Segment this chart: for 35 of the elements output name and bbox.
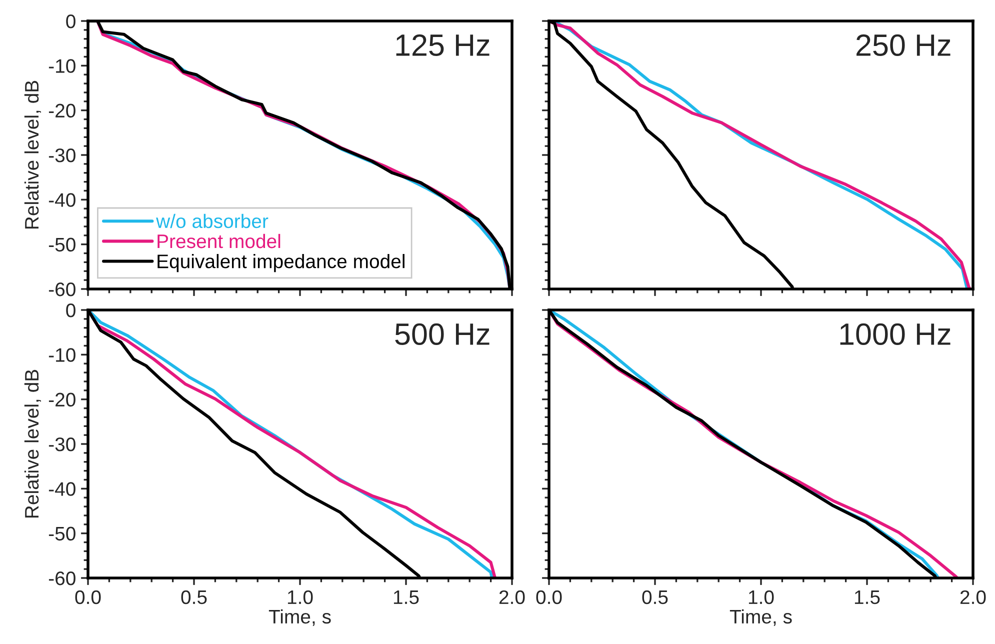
y-tick-label: -10 bbox=[48, 59, 76, 73]
y-tick-label: -20 bbox=[48, 392, 76, 407]
annotation: 125 Hz bbox=[396, 34, 490, 56]
x-tick-label: 1.5 bbox=[394, 590, 419, 604]
x-axis-title: Time, s bbox=[730, 609, 792, 626]
annotation: 250 Hz bbox=[856, 34, 950, 56]
y-tick-label: -60 bbox=[48, 282, 76, 296]
legend-label: w/o absorber bbox=[156, 214, 268, 228]
x-tick-label: 1.0 bbox=[748, 590, 774, 604]
legend-label: Present model bbox=[158, 234, 280, 248]
x-tick-label: 0.5 bbox=[642, 590, 668, 604]
x-tick-label: 1.5 bbox=[854, 590, 880, 604]
annotation: 500 Hz bbox=[395, 323, 490, 345]
y-tick-label: -40 bbox=[48, 482, 76, 496]
y-axis-title: Relative level, dB bbox=[24, 80, 41, 229]
y-axis-title: Relative level, dB bbox=[24, 370, 41, 518]
x-tick-label: 2.0 bbox=[499, 590, 525, 604]
y-tick-label: 0 bbox=[66, 303, 76, 318]
y-tick-label: -60 bbox=[48, 571, 76, 586]
x-tick-label: 0.0 bbox=[75, 590, 101, 604]
legend-label: Equivalent impedance model bbox=[158, 254, 404, 272]
x-tick-label: 1.0 bbox=[288, 590, 313, 604]
y-tick-label: -50 bbox=[48, 526, 76, 541]
x-tick-label: 0.0 bbox=[536, 590, 562, 604]
annotation: 1000 Hz bbox=[840, 323, 950, 345]
y-tick-label: -30 bbox=[48, 148, 76, 162]
y-tick-label: -10 bbox=[48, 348, 76, 362]
y-tick-label: 0 bbox=[66, 14, 76, 28]
y-tick-label: -30 bbox=[48, 437, 76, 452]
y-tick-label: -50 bbox=[48, 238, 76, 252]
x-tick-label: 0.5 bbox=[181, 590, 207, 604]
y-tick-label: -20 bbox=[48, 104, 76, 118]
x-axis-title: Time, s bbox=[268, 609, 331, 626]
x-tick-label: 2.0 bbox=[960, 590, 986, 604]
y-tick-label: -40 bbox=[48, 193, 76, 207]
